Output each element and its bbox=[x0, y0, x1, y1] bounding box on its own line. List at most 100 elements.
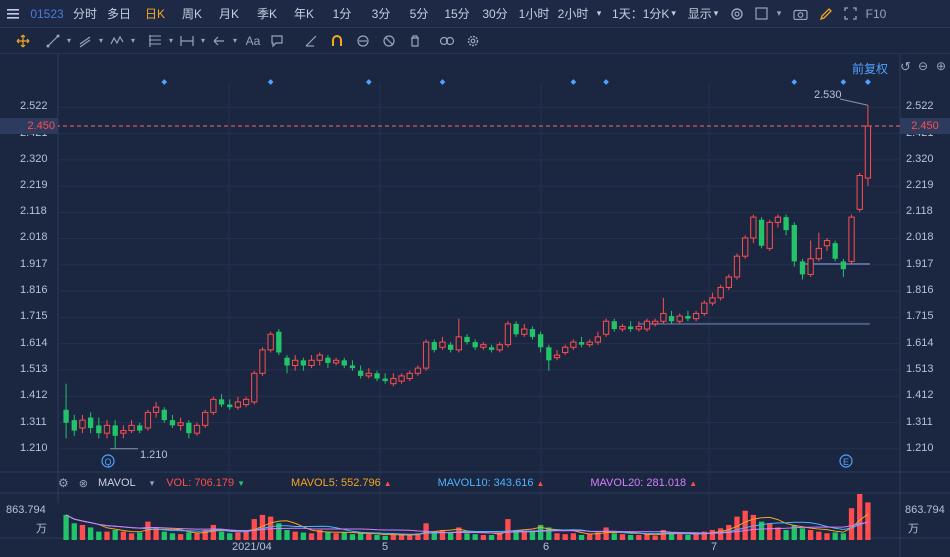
link-icon[interactable] bbox=[436, 28, 458, 54]
candle-body bbox=[677, 316, 682, 321]
undo-icon[interactable]: ↺ bbox=[900, 59, 911, 75]
trash-icon[interactable] bbox=[404, 28, 426, 54]
period-tab-timeshare[interactable]: 分时 bbox=[68, 0, 102, 28]
period-tab-1min[interactable]: 1分 bbox=[322, 0, 362, 28]
volume-bar bbox=[775, 527, 780, 540]
candle-body bbox=[833, 243, 838, 259]
candle-body bbox=[293, 360, 298, 365]
period-tab-daily[interactable]: 日K bbox=[136, 0, 174, 28]
volume-bar bbox=[816, 532, 821, 540]
candle-body bbox=[88, 418, 93, 428]
candle-body bbox=[734, 256, 739, 277]
stock-code[interactable]: 01523 bbox=[26, 0, 68, 28]
arrow-up-icon: ▲ bbox=[689, 479, 697, 488]
period-tab-15min[interactable]: 15分 bbox=[438, 0, 476, 28]
period-tab-2hour[interactable]: 2小时 bbox=[554, 0, 592, 28]
period-dropdown[interactable]: ▾ bbox=[592, 0, 606, 28]
period-tab-yearly[interactable]: 年K bbox=[286, 0, 322, 28]
close-icon[interactable]: ⊗ bbox=[79, 477, 88, 490]
volume-bar bbox=[63, 515, 68, 540]
indicator-bar: ⚙ ⊗ MAVOL ▾ VOL: 706.179 ▼ MAVOL5: 552.7… bbox=[0, 473, 950, 493]
volume-bar bbox=[113, 530, 118, 540]
gear-icon[interactable]: ⚙ bbox=[58, 476, 69, 490]
volume-bar bbox=[636, 535, 641, 540]
camera-icon[interactable] bbox=[786, 0, 814, 28]
volume-bar bbox=[767, 523, 772, 540]
period-tab-quarterly[interactable]: 季K bbox=[248, 0, 286, 28]
price-tick-label: 1.614 bbox=[906, 337, 934, 349]
chevron-down-icon[interactable]: ▾ bbox=[96, 28, 106, 54]
range-tool-icon[interactable] bbox=[176, 28, 198, 54]
candle-body bbox=[456, 337, 461, 350]
indicator-name[interactable]: MAVOL bbox=[98, 477, 136, 489]
magnet-icon[interactable] bbox=[326, 28, 348, 54]
chevron-down-icon[interactable]: ▾ bbox=[128, 28, 138, 54]
ruler-icon[interactable] bbox=[300, 28, 322, 54]
candle-body bbox=[505, 324, 510, 345]
volume-bar bbox=[391, 535, 396, 540]
arrow-left-icon[interactable] bbox=[208, 28, 230, 54]
menu-icon[interactable] bbox=[0, 0, 26, 28]
zoom-out-icon[interactable]: ⊖ bbox=[918, 59, 928, 73]
candle-body bbox=[211, 399, 216, 412]
f10-button[interactable]: F10 bbox=[862, 0, 890, 28]
checkbox-icon[interactable] bbox=[750, 0, 772, 28]
pencil-icon[interactable] bbox=[814, 0, 838, 28]
display-menu[interactable]: 显示 ▾ bbox=[682, 0, 724, 28]
gear-icon[interactable] bbox=[462, 28, 484, 54]
mavol10-value: MAVOL10: 343.616 bbox=[438, 477, 534, 489]
candle-body bbox=[317, 355, 322, 360]
fibonacci-tool-icon[interactable] bbox=[144, 28, 166, 54]
text-tool-icon[interactable]: Aa bbox=[240, 28, 266, 54]
candle-body bbox=[440, 342, 445, 347]
period-toolbar: 01523 分时 多日 日K 周K 月K 季K 年K 1分 3分 5分 15分 … bbox=[0, 0, 950, 28]
chevron-down-icon[interactable]: ▾ bbox=[198, 28, 208, 54]
move-cross-icon[interactable] bbox=[12, 28, 34, 54]
price-tick-label: 1.715 bbox=[20, 310, 48, 322]
drawing-toolbar: ▾ ▾ ▾ ▾ ▾ ▾ Aa bbox=[0, 28, 950, 54]
candle-body bbox=[162, 410, 167, 420]
price-tick-label: 1.917 bbox=[20, 258, 48, 270]
period-tab-3min[interactable]: 3分 bbox=[362, 0, 400, 28]
arrow-up-icon: ▲ bbox=[384, 479, 392, 488]
price-tick-label: 1.412 bbox=[906, 389, 934, 401]
period-tab-30min[interactable]: 30分 bbox=[476, 0, 514, 28]
volume-bar bbox=[464, 533, 469, 540]
day-select[interactable]: 1天：1分K ▾ bbox=[606, 0, 682, 28]
candle-body bbox=[546, 347, 551, 360]
period-tab-5min[interactable]: 5分 bbox=[400, 0, 438, 28]
chevron-down-icon[interactable]: ▾ bbox=[64, 28, 74, 54]
volume-bar bbox=[824, 533, 829, 540]
hide-icon[interactable] bbox=[378, 28, 400, 54]
candle-body bbox=[284, 358, 289, 366]
chevron-down-icon[interactable]: ▾ bbox=[772, 0, 786, 28]
price-tick-label: 1.513 bbox=[20, 363, 48, 375]
mavol20-value: MAVOL20: 281.018 bbox=[590, 477, 686, 489]
volume-bar bbox=[88, 527, 93, 540]
fullscreen-icon[interactable] bbox=[838, 0, 862, 28]
event-marker bbox=[161, 79, 167, 85]
comment-icon[interactable] bbox=[266, 28, 288, 54]
current-price-tag: 2.450 bbox=[900, 118, 950, 134]
channel-tool-icon[interactable] bbox=[74, 28, 96, 54]
settings-icon[interactable] bbox=[724, 0, 750, 28]
volume-bar bbox=[857, 494, 862, 540]
volume-bar bbox=[505, 519, 510, 540]
line-tool-icon[interactable] bbox=[42, 28, 64, 54]
current-price-tag: 2.450 bbox=[0, 118, 58, 134]
wave-tool-icon[interactable] bbox=[106, 28, 128, 54]
zoom-in-icon[interactable]: ⊕ bbox=[936, 59, 946, 73]
period-tab-multiday[interactable]: 多日 bbox=[102, 0, 136, 28]
visibility-icon[interactable] bbox=[352, 28, 374, 54]
chevron-down-icon[interactable]: ▾ bbox=[166, 28, 176, 54]
chevron-down-icon: ▾ bbox=[714, 8, 719, 19]
volume-bar bbox=[628, 535, 633, 540]
period-tab-monthly[interactable]: 月K bbox=[210, 0, 248, 28]
period-tab-1hour[interactable]: 1小时 bbox=[514, 0, 554, 28]
volume-bar bbox=[800, 528, 805, 540]
chevron-down-icon[interactable]: ▾ bbox=[230, 28, 240, 54]
adjust-label[interactable]: 前复权 bbox=[852, 60, 888, 77]
period-tab-weekly[interactable]: 周K bbox=[174, 0, 210, 28]
event-marker bbox=[603, 79, 609, 85]
chevron-down-icon[interactable]: ▾ bbox=[150, 478, 155, 489]
